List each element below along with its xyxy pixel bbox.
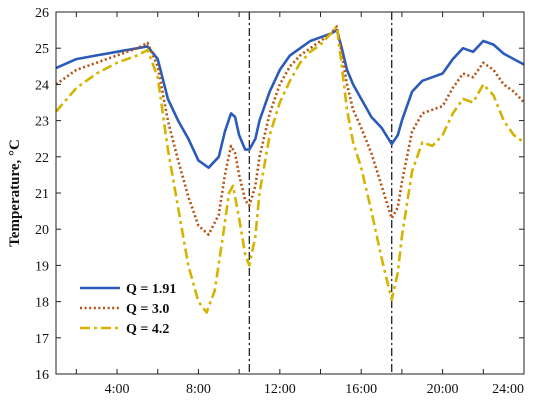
- series-line-3: [55, 25, 525, 314]
- series-line-2: [55, 25, 525, 236]
- y-tick-label: 18: [35, 296, 49, 311]
- legend: Q = 1.91 Q = 3.0 Q = 4.2: [80, 282, 176, 337]
- y-tick-label: 17: [35, 332, 49, 347]
- legend-label-2: Q = 3.0: [126, 302, 169, 317]
- x-tick-label: 4:00: [105, 382, 130, 397]
- legend-label-1: Q = 1.91: [126, 282, 176, 297]
- x-axis-ticks: 4:00 8:00 12:00 16:00 20:00 24:00: [75, 12, 525, 397]
- legend-label-3: Q = 4.2: [126, 322, 169, 337]
- y-tick-label: 16: [35, 368, 49, 383]
- y-tick-label: 26: [35, 6, 49, 21]
- y-tick-label: 22: [35, 151, 49, 166]
- y-axis-ticks: 16 17 18 19 20 21 22 23 24 25 26: [35, 6, 524, 383]
- x-tick-label: 20:00: [427, 382, 459, 397]
- x-tick-label: 16:00: [345, 382, 377, 397]
- x-tick-label: 8:00: [186, 382, 211, 397]
- y-tick-label: 20: [35, 223, 49, 238]
- y-tick-label: 24: [35, 78, 49, 93]
- y-tick-label: 21: [35, 187, 49, 202]
- x-tick-label: 24:00: [492, 382, 524, 397]
- y-tick-label: 23: [35, 115, 49, 130]
- series-line-1: [55, 28, 525, 169]
- y-tick-label: 19: [35, 259, 49, 274]
- x-tick-label: 12:00: [264, 382, 296, 397]
- series-lines: [55, 25, 525, 314]
- y-tick-label: 25: [35, 42, 49, 57]
- plot-background: [56, 12, 524, 374]
- y-axis-title: Temperature, °C: [7, 139, 23, 247]
- event-vertical-lines: [248, 12, 393, 374]
